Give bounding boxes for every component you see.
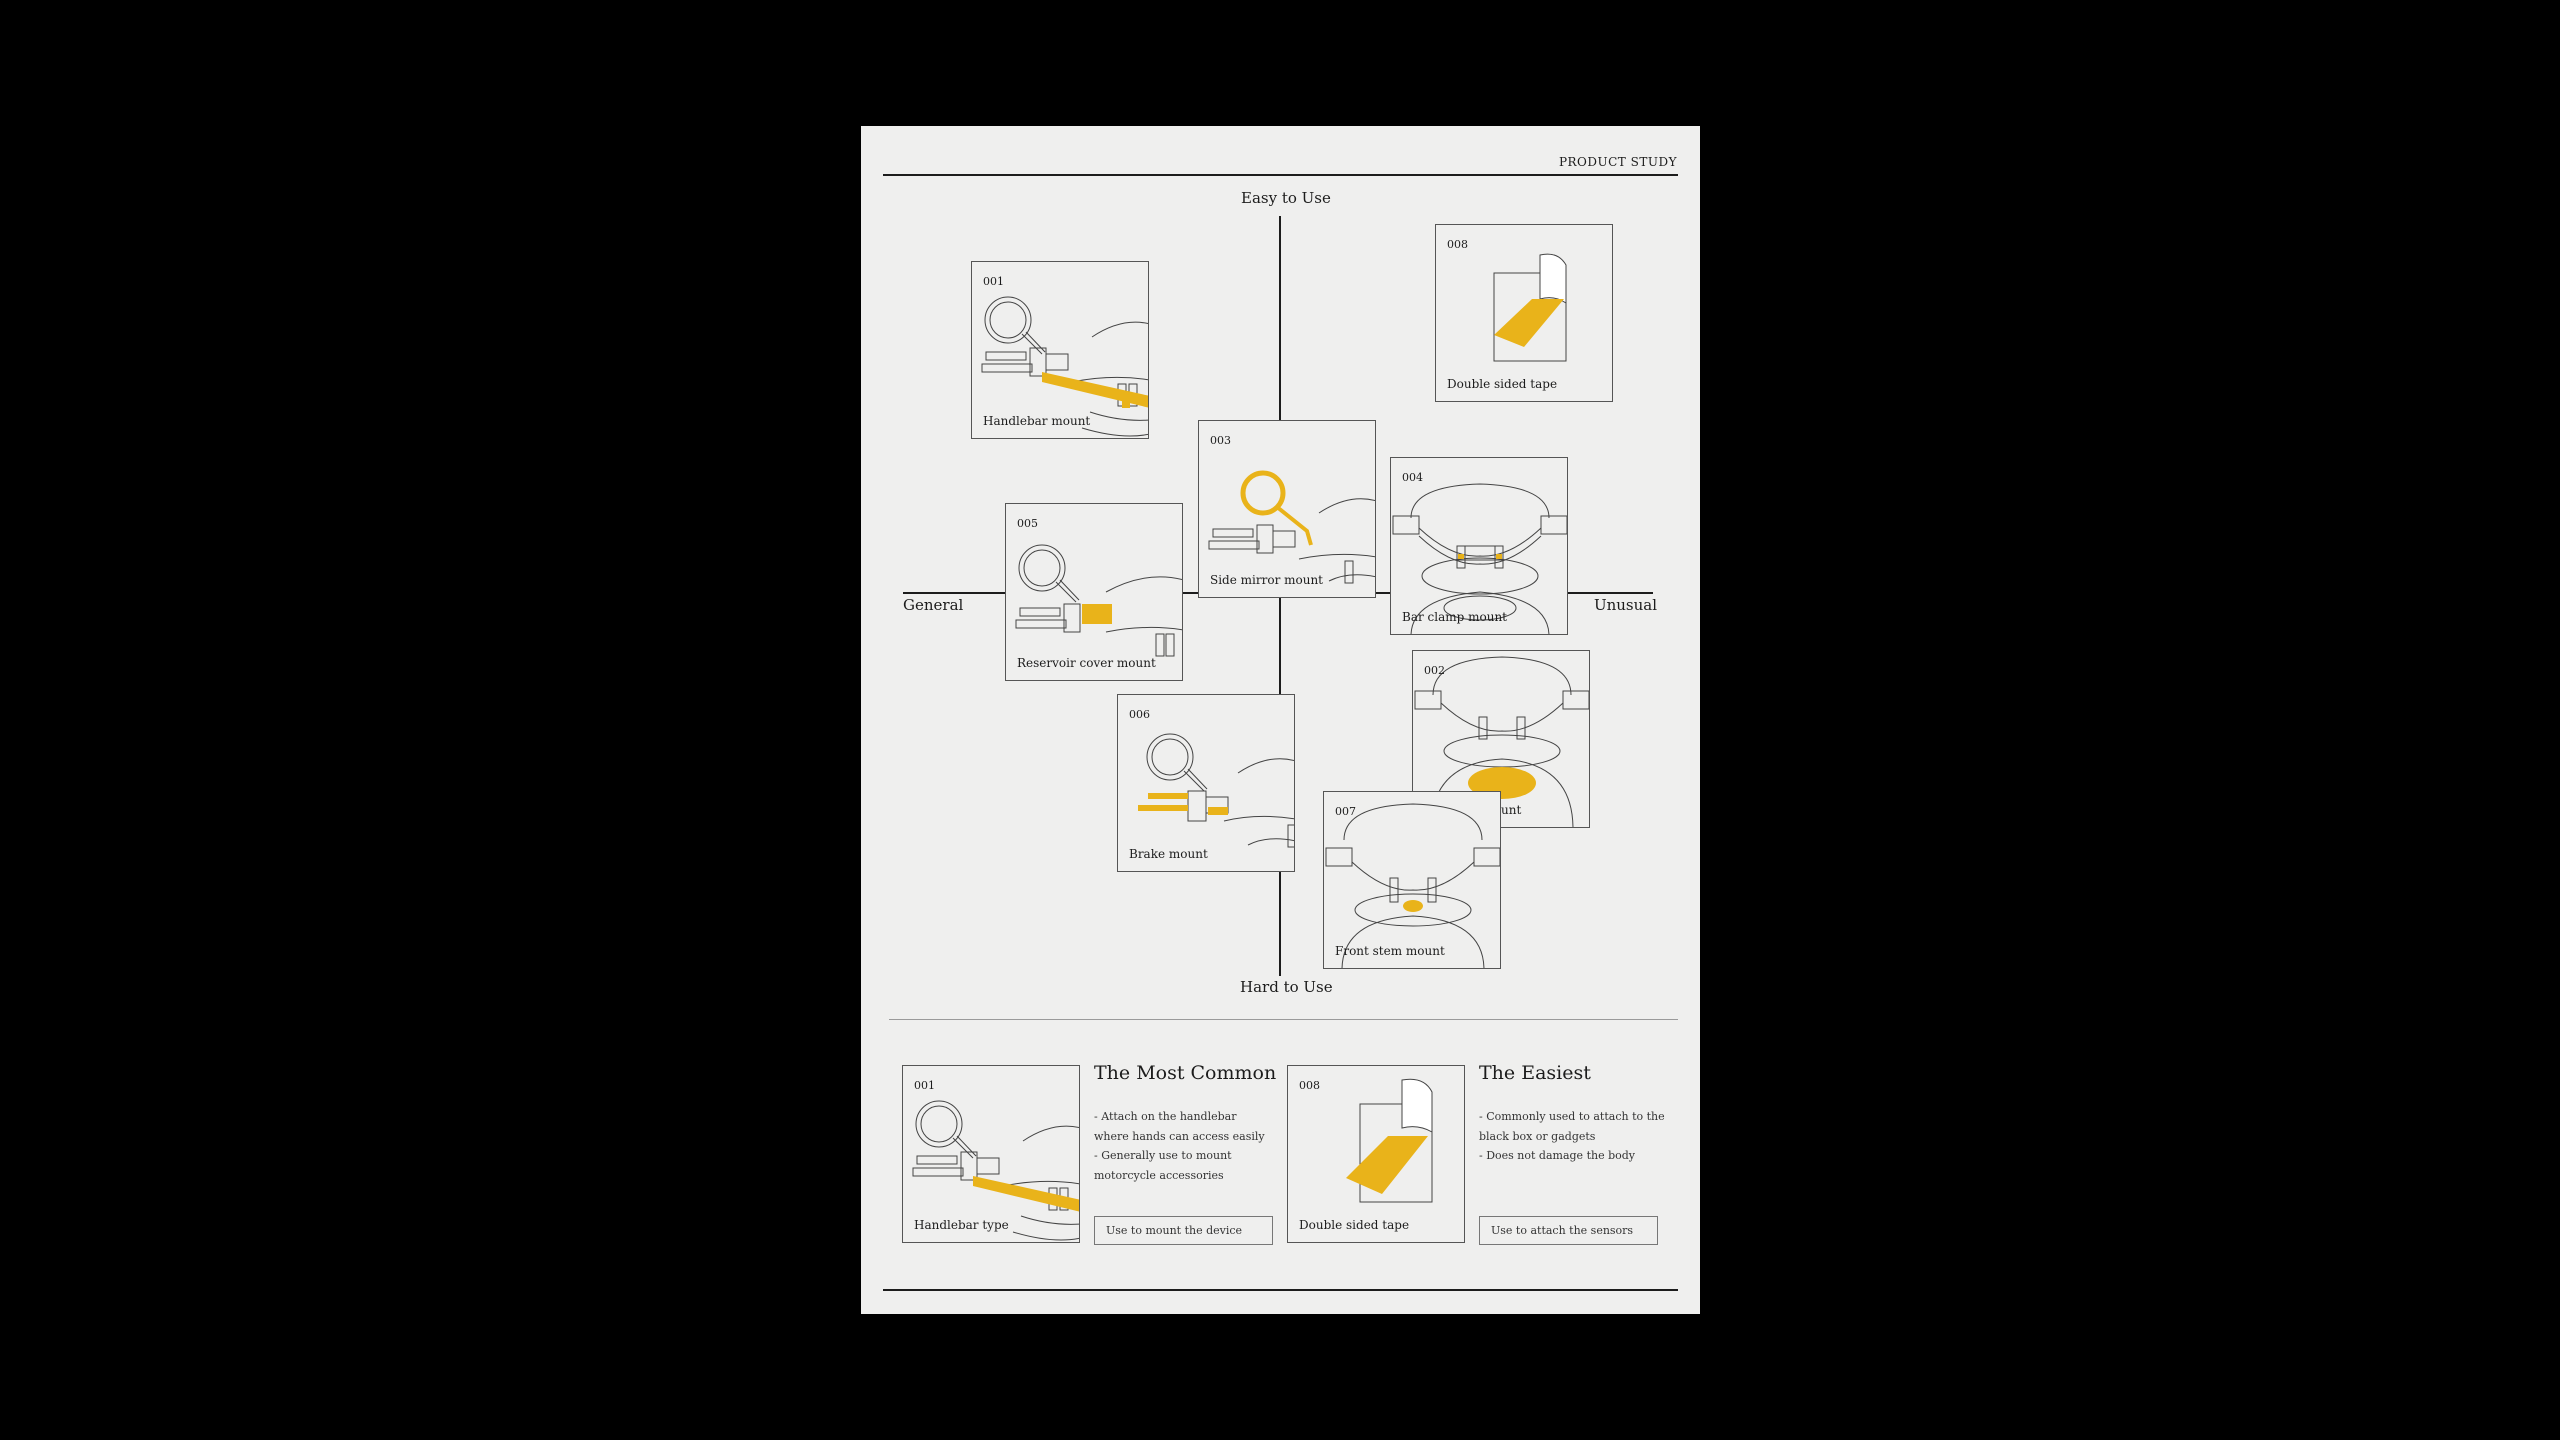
mount-number: 004 bbox=[1402, 471, 1423, 484]
mount-label: Front stem mount bbox=[1335, 944, 1445, 958]
mount-label: Brake mount bbox=[1129, 847, 1208, 861]
mount-number: 003 bbox=[1210, 434, 1231, 447]
feature-points: - Attach on the handlebar where hands ca… bbox=[1094, 1107, 1272, 1185]
feature-point: - Does not damage the body bbox=[1479, 1149, 1635, 1162]
footer-rule bbox=[883, 1289, 1678, 1291]
feature-card-label: Double sided tape bbox=[1299, 1218, 1410, 1232]
header-label: PRODUCT STUDY bbox=[1558, 155, 1677, 169]
mount-card-brake: 006 Brake mount bbox=[1117, 694, 1295, 872]
tape-illustration bbox=[1346, 1078, 1433, 1203]
feature-note: Use to attach the sensors bbox=[1479, 1216, 1658, 1245]
mount-label: Reservoir cover mount bbox=[1017, 656, 1156, 670]
feature-card-label: Handlebar type bbox=[914, 1218, 1009, 1232]
mount-card-handlebar: 001 Handlebar mount bbox=[971, 261, 1149, 439]
clamp-illustration bbox=[1392, 483, 1567, 634]
feature-number: 001 bbox=[914, 1079, 935, 1092]
handlebar-illustration bbox=[981, 296, 1148, 437]
feature-point: - Generally use to mount motorcycle acce… bbox=[1094, 1149, 1232, 1182]
tape-illustration bbox=[1493, 253, 1567, 362]
mount-label: Bar clamp mount bbox=[1402, 610, 1507, 624]
feature-title: The Easiest bbox=[1479, 1062, 1591, 1084]
mount-number: 002 bbox=[1424, 664, 1445, 677]
feature-point: - Commonly used to attach to the black b… bbox=[1479, 1110, 1665, 1143]
mount-card-mirror: 003 Side mirror mount bbox=[1198, 420, 1376, 598]
mount-card-clamp: 004 Bar clamp mount bbox=[1390, 457, 1568, 635]
axis-label-right: Unusual bbox=[1593, 596, 1657, 614]
mount-card-reservoir: 005 Reservoir cover mount bbox=[1005, 503, 1183, 681]
header-rule bbox=[883, 174, 1678, 176]
stem-illustration bbox=[1325, 803, 1500, 968]
mount-number: 006 bbox=[1129, 708, 1150, 721]
brake-illustration bbox=[1138, 733, 1294, 848]
axis-label-left: General bbox=[903, 596, 964, 614]
feature-card-easiest: 008 Double sided tape bbox=[1287, 1065, 1465, 1243]
mount-number: 008 bbox=[1447, 238, 1468, 251]
mount-card-tape: 008 Double sided tape bbox=[1435, 224, 1613, 402]
mount-card-stem: 007 Front stem mount bbox=[1323, 791, 1501, 969]
handlebar-illustration bbox=[912, 1100, 1079, 1241]
mount-label: Side mirror mount bbox=[1210, 573, 1324, 587]
axis-label-top: Easy to Use bbox=[1241, 189, 1331, 207]
feature-number: 008 bbox=[1299, 1079, 1320, 1092]
mount-number: 005 bbox=[1017, 517, 1038, 530]
feature-note: Use to mount the device bbox=[1094, 1216, 1273, 1245]
section-divider bbox=[889, 1019, 1678, 1020]
axis-label-bottom: Hard to Use bbox=[1240, 978, 1333, 996]
feature-title: The Most Common bbox=[1094, 1062, 1277, 1084]
poster-sheet: PRODUCT STUDY Easy to Use Hard to Use Ge… bbox=[861, 126, 1700, 1314]
feature-points: - Commonly used to attach to the black b… bbox=[1479, 1107, 1679, 1166]
feature-point: - Attach on the handlebar where hands ca… bbox=[1094, 1110, 1265, 1143]
reservoir-illustration bbox=[1015, 544, 1182, 657]
mount-number: 001 bbox=[983, 275, 1004, 288]
mount-label: Handlebar mount bbox=[983, 414, 1091, 428]
mount-number: 007 bbox=[1335, 805, 1356, 818]
feature-card-common: 001 Handlebar type bbox=[902, 1065, 1080, 1243]
mount-label: Double sided tape bbox=[1447, 377, 1558, 391]
mirror-illustration bbox=[1208, 470, 1375, 584]
